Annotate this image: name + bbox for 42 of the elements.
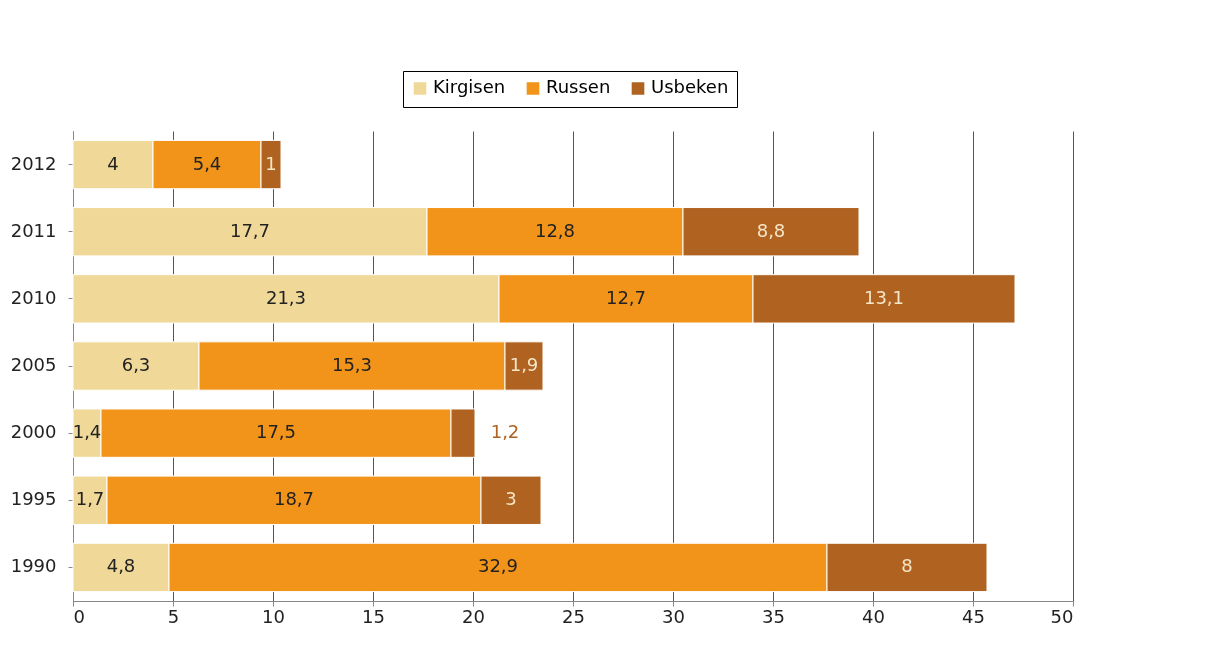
x-tick-label: 35 xyxy=(762,605,785,627)
data-label: 1,7 xyxy=(75,488,105,510)
data-label: 1,9 xyxy=(509,354,539,375)
y-tick-label: 2012 xyxy=(10,152,57,174)
x-tick-label: 45 xyxy=(962,605,985,627)
data-label: 15,3 xyxy=(331,354,373,375)
legend-label: Usbeken xyxy=(651,76,729,98)
data-label: 1 xyxy=(265,152,277,174)
y-tick-label: 1995 xyxy=(10,488,57,510)
x-tick-label: 0 xyxy=(73,605,85,627)
x-tick-label: 5 xyxy=(167,605,180,627)
data-label: 1,4 xyxy=(72,421,102,443)
legend-label: Russen xyxy=(546,76,611,98)
data-label: 1,2 xyxy=(490,421,520,443)
data-label: 17,5 xyxy=(255,421,297,443)
x-tick-label: 10 xyxy=(262,605,285,627)
x-tick-label: 15 xyxy=(362,605,385,627)
y-tick-label: 2005 xyxy=(10,354,57,375)
data-label: 8,8 xyxy=(756,219,786,241)
data-label: 13,1 xyxy=(863,286,905,308)
data-label: 17,7 xyxy=(229,219,271,241)
data-label: 32,9 xyxy=(477,555,519,577)
x-tick-label: 20 xyxy=(462,605,485,627)
x-tick-label: 50 xyxy=(1050,605,1074,627)
x-tick-label: 25 xyxy=(562,605,585,627)
data-label: 4,8 xyxy=(106,555,136,577)
y-tick-label: 2011 xyxy=(10,219,57,241)
legend-label: Kirgisen xyxy=(433,76,506,98)
data-label: 21,3 xyxy=(265,286,307,308)
data-label: 8 xyxy=(901,555,913,577)
data-label: 6,3 xyxy=(121,354,151,375)
data-label: 3 xyxy=(505,488,517,510)
y-tick-label: 2010 xyxy=(10,286,57,308)
y-tick-label: 2000 xyxy=(10,421,57,443)
data-label: 18,7 xyxy=(273,488,315,510)
data-label: 12,8 xyxy=(534,219,576,241)
data-label: 5,4 xyxy=(192,152,222,174)
data-label: 12,7 xyxy=(605,286,647,308)
x-tick-label: 30 xyxy=(662,605,685,627)
data-label: 4 xyxy=(107,152,119,174)
y-tick-label: 1990 xyxy=(10,555,57,577)
x-tick-label: 40 xyxy=(862,605,885,627)
